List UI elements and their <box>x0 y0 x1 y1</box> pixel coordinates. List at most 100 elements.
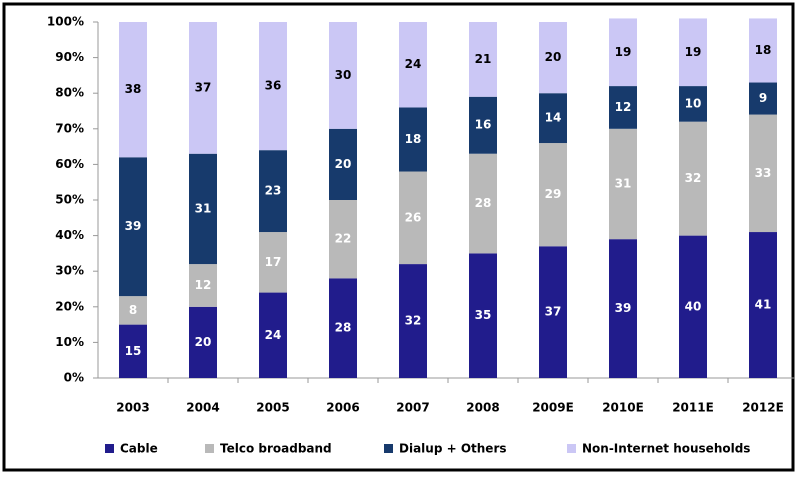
bar-segment <box>259 22 287 151</box>
bar-segment <box>119 296 147 325</box>
x-tick-label: 2007 <box>396 401 429 415</box>
data-label: 17 <box>265 255 282 269</box>
y-tick-label: 50% <box>55 193 84 207</box>
bar-segment <box>119 157 147 297</box>
data-label: 18 <box>755 43 772 57</box>
bar-segment <box>259 232 287 293</box>
data-label: 20 <box>335 157 352 171</box>
legend-swatch <box>384 444 393 453</box>
bar-segment <box>399 22 427 108</box>
bar-segment <box>469 253 497 378</box>
bar-segment <box>749 232 777 378</box>
data-label: 39 <box>615 301 632 315</box>
legend-label: Non-Internet households <box>582 442 750 456</box>
data-label: 20 <box>195 335 212 349</box>
bar-segment <box>259 292 287 378</box>
x-tick-label: 2008 <box>466 401 499 415</box>
bar-segment <box>329 128 357 200</box>
x-tick-label: 2012E <box>742 401 784 415</box>
bar-segment <box>329 278 357 378</box>
data-label: 38 <box>125 82 142 96</box>
data-label: 31 <box>195 201 212 215</box>
bar-segment <box>119 22 147 158</box>
data-label: 18 <box>405 132 422 146</box>
bar-segment <box>329 22 357 129</box>
legend-label: Dialup + Others <box>399 442 507 456</box>
bar-segment <box>749 18 777 83</box>
data-label: 15 <box>125 344 142 358</box>
x-tick-label: 2004 <box>186 401 219 415</box>
data-label: 23 <box>265 184 282 198</box>
y-tick-label: 0% <box>64 371 84 385</box>
data-label: 41 <box>755 298 772 312</box>
legend-swatch <box>105 444 114 453</box>
data-label: 28 <box>475 196 492 210</box>
data-label: 32 <box>685 171 702 185</box>
y-tick-label: 20% <box>55 299 84 313</box>
bar-segment <box>679 121 707 236</box>
data-label: 24 <box>265 328 282 342</box>
data-label: 33 <box>755 166 772 180</box>
bar-segment <box>469 96 497 154</box>
data-label: 21 <box>475 52 492 66</box>
data-label: 16 <box>475 118 492 132</box>
bar-segment <box>399 264 427 378</box>
y-tick-label: 10% <box>55 335 84 349</box>
bar-segment <box>609 18 637 87</box>
data-label: 12 <box>195 278 212 292</box>
bar-segment <box>539 22 567 94</box>
data-label: 30 <box>335 68 352 82</box>
data-label: 8 <box>129 303 137 317</box>
data-label: 19 <box>685 45 702 59</box>
data-label: 40 <box>685 299 702 313</box>
legend-swatch <box>567 444 576 453</box>
data-label: 32 <box>405 314 422 328</box>
y-tick-label: 100% <box>47 15 84 29</box>
y-tick-label: 80% <box>55 86 84 100</box>
y-tick-label: 70% <box>55 121 84 135</box>
bar-segment <box>679 235 707 378</box>
data-label: 12 <box>615 100 632 114</box>
bar-segment <box>539 93 567 144</box>
bar-segment <box>189 22 217 154</box>
bar-segment <box>189 264 217 307</box>
data-label: 20 <box>545 50 562 64</box>
x-tick-label: 2005 <box>256 401 289 415</box>
data-label: 14 <box>545 111 562 125</box>
data-label: 39 <box>125 219 142 233</box>
bar-segment <box>679 18 707 87</box>
bar-segment <box>399 171 427 265</box>
bar-segment <box>329 200 357 279</box>
data-label: 36 <box>265 79 282 93</box>
data-label: 19 <box>615 45 632 59</box>
bar-segment <box>749 82 777 115</box>
bar-segment <box>469 153 497 254</box>
bar-segment <box>679 86 707 122</box>
bar-segment <box>399 107 427 172</box>
y-tick-label: 90% <box>55 50 84 64</box>
data-label: 37 <box>195 80 212 94</box>
legend-label: Telco broadband <box>220 442 332 456</box>
legend-swatch <box>205 444 214 453</box>
x-tick-label: 2009E <box>532 401 574 415</box>
data-label: 31 <box>615 176 632 190</box>
bar-segment <box>749 114 777 233</box>
legend-label: Cable <box>120 442 158 456</box>
bar-segment <box>539 246 567 378</box>
data-label: 37 <box>545 305 562 319</box>
bar-segment <box>119 324 147 378</box>
data-label: 28 <box>335 321 352 335</box>
bar-segment <box>609 239 637 378</box>
bar-segment <box>609 86 637 129</box>
data-label: 35 <box>475 308 492 322</box>
x-tick-label: 2003 <box>116 401 149 415</box>
data-label: 24 <box>405 57 422 71</box>
y-tick-label: 40% <box>55 228 84 242</box>
bar-segment <box>189 306 217 378</box>
bar-segment <box>189 153 217 265</box>
x-tick-label: 2010E <box>602 401 644 415</box>
bar-segment <box>539 143 567 247</box>
y-tick-label: 30% <box>55 264 84 278</box>
bar-segment <box>469 22 497 97</box>
